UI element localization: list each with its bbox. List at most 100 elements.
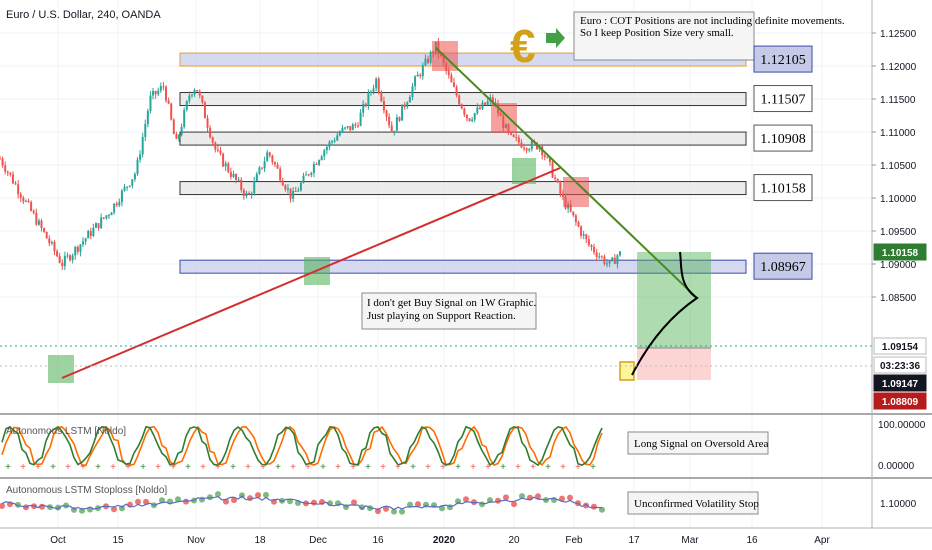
candle-body xyxy=(367,92,370,106)
candle-body xyxy=(595,252,598,257)
lstm-marker-icon: + xyxy=(470,462,476,473)
lstm-marker-icon: + xyxy=(155,462,161,473)
candle-body xyxy=(198,91,201,96)
candle-body xyxy=(214,142,217,150)
price-badge-label: 1.08809 xyxy=(882,397,919,408)
lstm-marker-icon: + xyxy=(575,462,581,473)
stop-zone xyxy=(637,348,711,380)
long-signal-note-box[interactable] xyxy=(627,431,769,455)
candle-body xyxy=(297,190,300,192)
lstm-marker-icon: + xyxy=(275,462,281,473)
price-badge-label: 1.09154 xyxy=(882,342,919,353)
pivot-sell-jan xyxy=(491,103,517,133)
lstm-marker-icon: + xyxy=(485,462,491,473)
candle-body xyxy=(398,117,401,121)
support-trendline[interactable] xyxy=(61,167,561,379)
candle-body xyxy=(289,188,292,199)
candle-body xyxy=(354,124,357,126)
candle-body xyxy=(606,263,609,265)
buy-note-box[interactable] xyxy=(361,292,537,330)
candle-body xyxy=(380,92,383,102)
candle-body xyxy=(463,108,466,115)
candle-body xyxy=(401,104,404,121)
candle-body xyxy=(375,78,378,89)
stoploss-dot xyxy=(447,504,453,511)
candle-body xyxy=(232,173,235,177)
candle-body xyxy=(320,156,323,161)
candle-body xyxy=(203,102,206,119)
stoploss-dot xyxy=(255,492,261,499)
candle-body xyxy=(141,136,144,155)
lstm-marker-icon: + xyxy=(230,462,236,473)
stoploss-dot xyxy=(511,501,517,508)
price-badge-label: 1.09147 xyxy=(882,379,919,390)
candle-body xyxy=(209,127,212,138)
candle-body xyxy=(92,227,95,236)
resistance-trendline[interactable] xyxy=(435,47,698,299)
candle-body xyxy=(100,217,103,229)
candle-body xyxy=(294,191,297,193)
price-tick-label: 1.12500 xyxy=(880,29,917,40)
candle-body xyxy=(600,256,603,258)
candle-body xyxy=(154,90,157,95)
candle-body xyxy=(520,142,523,148)
stoploss-dot xyxy=(583,502,589,509)
candle-body xyxy=(76,246,79,252)
candle-body xyxy=(71,255,74,261)
candle-body xyxy=(242,189,245,196)
price-badge xyxy=(873,337,927,355)
candle-body xyxy=(43,228,46,232)
candle-body xyxy=(74,246,77,256)
price-axis[interactable]: 1.12500 1.12000 1.11500 1.11000 1.10500 1.100… xyxy=(872,29,917,304)
candle-body xyxy=(222,153,225,167)
time-axis[interactable]: Oct 15 Nov 18 Dec 16 2020 20 Feb 17 Mar 16 Apr xyxy=(50,535,830,546)
candle-body xyxy=(216,149,219,151)
level-label-text: 1.11507 xyxy=(761,93,806,108)
candle-body xyxy=(590,245,593,247)
candle-body xyxy=(219,150,222,154)
stoploss-indicator xyxy=(0,491,605,515)
candle-body xyxy=(190,94,193,96)
candle-body xyxy=(393,130,396,133)
euro-note-text: Euro : COT Positions are not including d… xyxy=(580,15,845,39)
candle-body xyxy=(385,110,388,117)
price-tick-label: 1.10500 xyxy=(880,161,917,172)
candle-body xyxy=(118,202,121,206)
candle-body xyxy=(183,110,186,127)
price-badge xyxy=(873,392,927,410)
lstm-marker-icon: + xyxy=(290,462,296,473)
candle-body xyxy=(512,134,515,137)
note-line: Just playing on Support Reaction. xyxy=(367,310,516,322)
candle-body xyxy=(388,116,391,126)
candle-body xyxy=(206,118,209,128)
candle-body xyxy=(102,217,105,219)
entry-marker xyxy=(619,361,635,381)
trade-setup xyxy=(637,252,711,380)
candle-body xyxy=(452,82,455,87)
candle-body xyxy=(603,256,606,264)
candle-body xyxy=(146,110,149,124)
candle-body xyxy=(196,90,199,92)
lstm-indicator-title: Autonomous LSTM [Noldo] xyxy=(6,426,126,437)
candle-body xyxy=(569,204,572,212)
candle-body xyxy=(139,154,142,160)
euro-note-box[interactable] xyxy=(573,11,755,61)
candle-body xyxy=(50,241,53,244)
candle-body xyxy=(126,186,129,188)
candle-body xyxy=(517,137,520,143)
candle-body xyxy=(32,210,35,213)
candle-body xyxy=(273,162,276,165)
candle-body xyxy=(556,179,559,183)
vol-stop-note-box[interactable] xyxy=(627,491,759,515)
candle-body xyxy=(484,102,487,105)
stoploss-dot xyxy=(559,495,565,502)
candle-body xyxy=(79,244,82,252)
candle-body xyxy=(344,127,347,129)
lstm-marker-icon: + xyxy=(590,462,596,473)
indicator-tick-label: 100.00000 xyxy=(878,420,926,431)
stoploss-dot xyxy=(519,493,525,500)
candle-body xyxy=(56,251,59,257)
candle-body xyxy=(268,152,271,156)
candle-body xyxy=(136,159,139,174)
